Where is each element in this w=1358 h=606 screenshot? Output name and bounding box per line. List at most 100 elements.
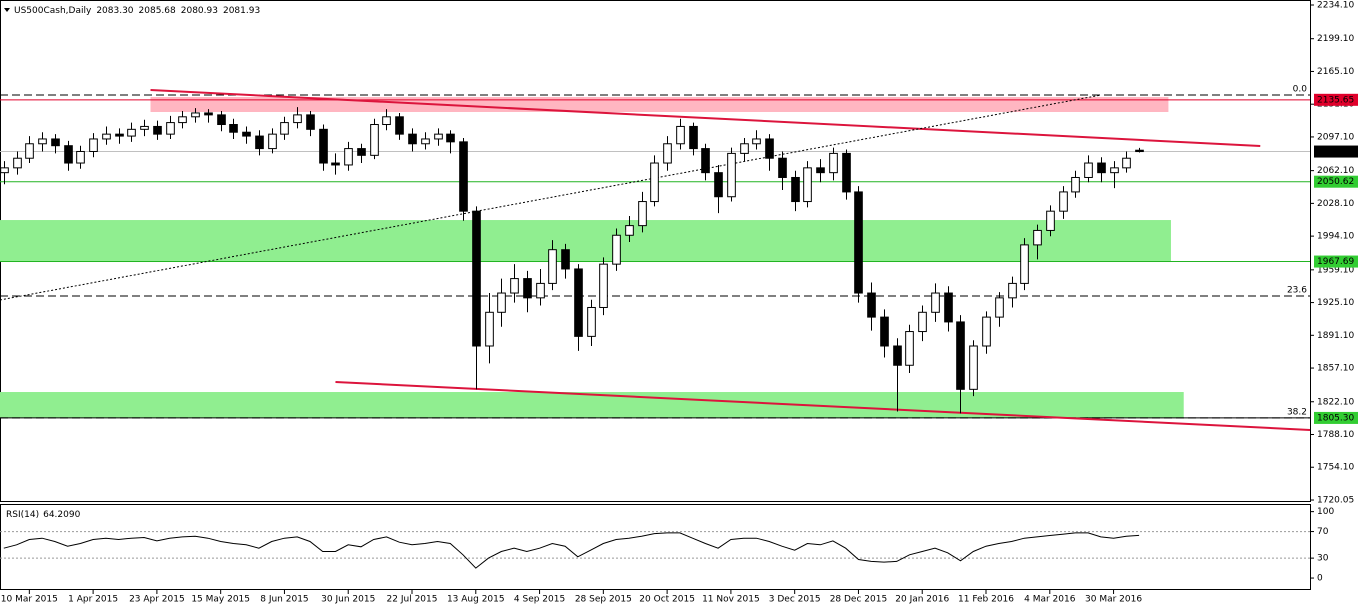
x-tick-label: 20 Jan 2016: [895, 595, 949, 605]
y-tick-label: 1857.10: [1317, 364, 1354, 374]
level-label-box: [1314, 255, 1358, 268]
candle-body: [76, 150, 85, 164]
level-label-box: [1314, 145, 1358, 158]
x-tick-label: 11 Nov 2015: [702, 595, 760, 605]
candle-body: [434, 133, 443, 140]
fib-label: 0.0: [1293, 84, 1308, 94]
candle-body: [115, 133, 124, 137]
candle-body: [536, 282, 545, 299]
fib-label: 23.6: [1287, 286, 1307, 296]
candle-body: [1135, 149, 1144, 153]
level-label: 2081.93: [1317, 147, 1354, 157]
x-tick-label: 4 Sep 2015: [514, 595, 565, 605]
level-label: 2050.62: [1317, 177, 1354, 187]
rsi-tick-label: 0: [1317, 574, 1323, 584]
y-tick-label: 1822.10: [1317, 397, 1354, 407]
candle-body: [191, 112, 200, 118]
candle-body: [306, 114, 315, 130]
candle-body: [485, 311, 494, 347]
candle-body: [765, 138, 774, 159]
x-tick-label: 23 Apr 2015: [129, 595, 185, 605]
x-tick-label: 22 Jul 2015: [387, 595, 438, 605]
candle-body: [778, 157, 787, 178]
candle-body: [89, 138, 98, 152]
rsi-tick-label: 30: [1317, 554, 1329, 564]
candle-body: [956, 321, 965, 390]
candle-body: [255, 135, 264, 150]
y-tick-label: 1788.10: [1317, 430, 1354, 440]
candle-body: [880, 316, 889, 347]
ohlc-value: 2083.30: [96, 6, 133, 16]
candle-body: [663, 143, 672, 164]
candle-body: [995, 297, 1004, 318]
level-label-box: [1314, 93, 1358, 106]
zone: [150, 96, 1169, 112]
x-tick-label: 30 Mar 2016: [1085, 595, 1142, 605]
candle-body: [969, 345, 978, 390]
candle-body: [1020, 244, 1029, 284]
candle-body: [625, 225, 634, 236]
candle-body: [408, 133, 417, 145]
chart-title: US500Cash,Daily 2083.30 2085.68 2080.93 2081…: [14, 6, 260, 16]
y-tick-label: 2199.10: [1317, 34, 1354, 44]
candle-body: [587, 306, 596, 337]
candle-body: [395, 116, 404, 135]
candle-body: [153, 125, 162, 135]
x-tick-label: 20 Oct 2015: [639, 595, 695, 605]
rsi-line: [3, 532, 1140, 569]
candle-body: [931, 292, 940, 313]
candle-body: [803, 167, 812, 203]
candle-body: [382, 116, 391, 126]
candle-body: [1110, 167, 1119, 174]
candle-body: [102, 133, 111, 140]
x-tick-label: 10 Mar 2015: [1, 595, 58, 605]
candle-body: [829, 152, 838, 174]
candle-body: [204, 112, 213, 116]
candle-body: [229, 124, 238, 133]
candle-body: [319, 128, 328, 164]
y-tick-label: 1959.10: [1317, 265, 1354, 275]
y-tick-label: 2165.10: [1317, 67, 1354, 77]
candle-body: [293, 114, 302, 124]
candle-body: [612, 234, 621, 265]
level-label: 1967.69: [1317, 257, 1354, 267]
candle-body: [1097, 162, 1106, 174]
candle-body: [459, 141, 468, 212]
candle-body: [689, 125, 698, 150]
candle-body: [127, 128, 136, 137]
rsi-tick-label: 100: [1317, 507, 1334, 517]
x-tick-label: 11 Feb 2016: [958, 595, 1014, 605]
candle-body: [918, 311, 927, 333]
candle-body: [472, 210, 481, 347]
candle-body: [854, 191, 863, 294]
rsi-title: RSI(14) 64.2090: [6, 510, 81, 520]
candle-body: [140, 125, 149, 130]
candle-body: [752, 138, 761, 145]
level-label-box: [1314, 411, 1358, 424]
candle-body: [791, 176, 800, 203]
candle-body: [446, 133, 455, 143]
x-tick-label: 28 Sep 2015: [575, 595, 632, 605]
rsi-frame: [0, 504, 1311, 590]
candle-body: [268, 133, 277, 150]
candle-body: [0, 167, 9, 174]
candle-body: [1059, 191, 1068, 212]
candle-body: [178, 116, 187, 124]
y-tick-label: 2028.10: [1317, 199, 1354, 209]
x-tick-label: 15 May 2015: [191, 595, 250, 605]
candle-body: [280, 122, 289, 135]
candle-body: [421, 138, 430, 145]
y-tick-label: 1720.05: [1317, 496, 1354, 506]
candle-body: [893, 345, 902, 366]
candle-body: [548, 249, 557, 284]
candle-body: [1071, 176, 1080, 193]
x-tick-label: 30 Jun 2015: [321, 595, 375, 605]
candle-body: [599, 263, 608, 308]
candle-body: [727, 152, 736, 198]
y-tick-label: 1754.10: [1317, 463, 1354, 473]
symbol: US500Cash,Daily: [14, 6, 92, 16]
y-tick-label: 2062.10: [1317, 166, 1354, 176]
zone: [0, 220, 1171, 263]
candle-body: [1046, 210, 1055, 231]
